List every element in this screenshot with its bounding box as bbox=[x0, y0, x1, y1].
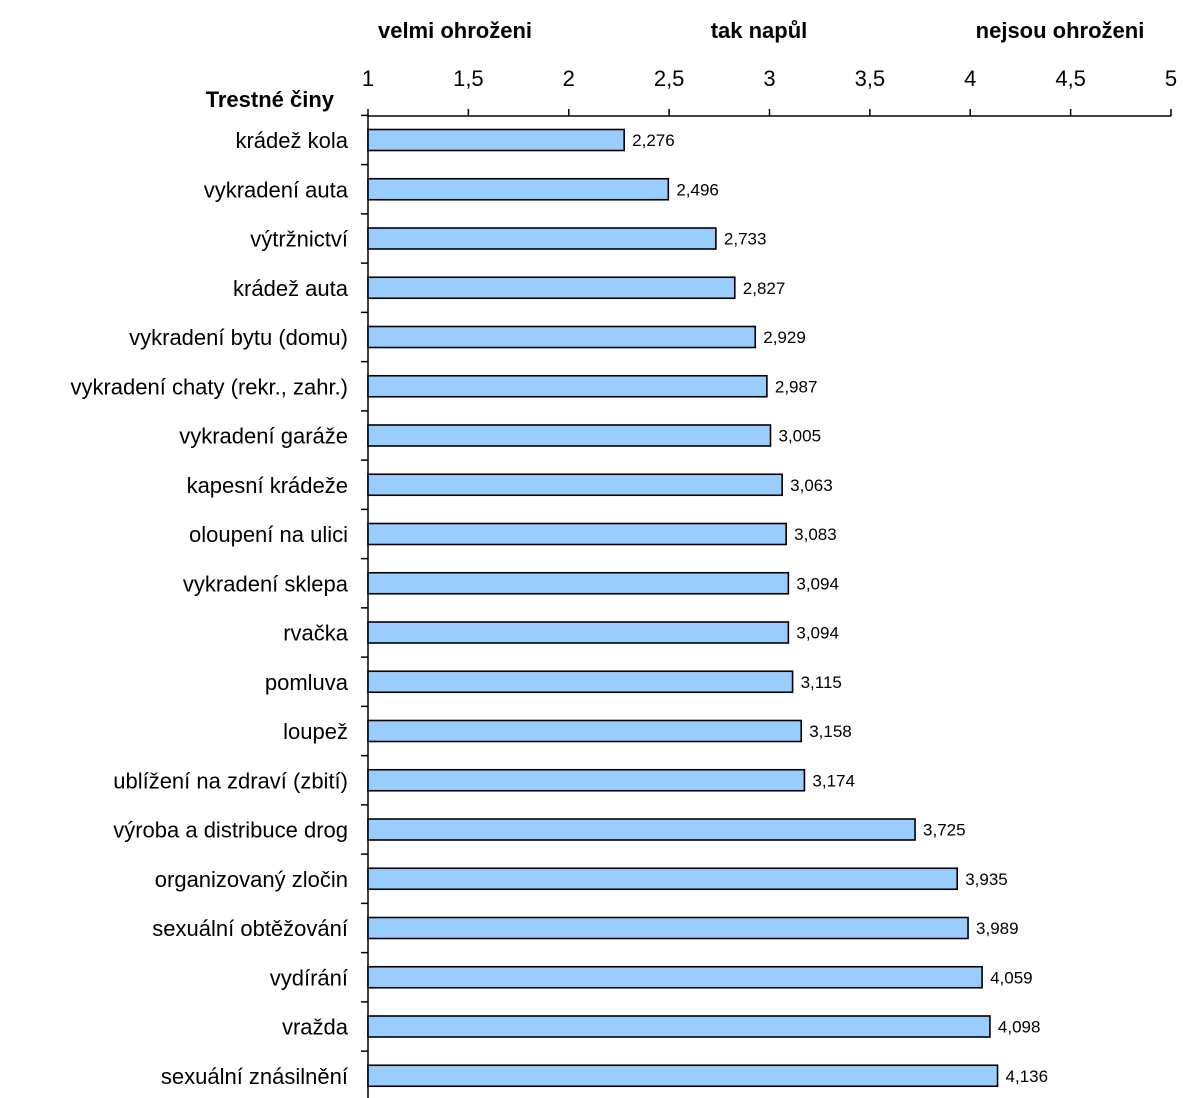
bar bbox=[368, 425, 771, 446]
category-label: vykradení bytu (domu) bbox=[129, 325, 348, 350]
bar bbox=[368, 277, 735, 298]
bars: 2,276 2,496 2,733 2,827 2,929 2,987 3,005 3,063… bbox=[368, 130, 1048, 1087]
value-label: 3,115 bbox=[801, 673, 842, 692]
scale-label-low: velmi ohroženi bbox=[378, 18, 532, 43]
category-label: krádež auta bbox=[233, 276, 349, 301]
bar bbox=[368, 524, 786, 545]
bar bbox=[368, 376, 767, 397]
bar bbox=[368, 1065, 998, 1086]
x-tick-label: 1,5 bbox=[453, 66, 484, 91]
x-tick-label: 3 bbox=[763, 66, 775, 91]
value-label: 2,987 bbox=[775, 377, 818, 396]
x-tick-label: 4,5 bbox=[1055, 66, 1086, 91]
bar bbox=[368, 721, 801, 742]
value-label: 3,094 bbox=[796, 574, 839, 593]
category-label: oloupení na ulici bbox=[189, 522, 348, 547]
bar bbox=[368, 671, 793, 692]
value-label: 2,929 bbox=[763, 328, 806, 347]
value-label: 3,989 bbox=[976, 919, 1019, 938]
category-label: sexuální obtěžování bbox=[152, 916, 348, 941]
value-label: 3,935 bbox=[965, 870, 1008, 889]
y-axis: krádež kola vykradení auta výtržnictví krád… bbox=[70, 115, 368, 1098]
category-label: výroba a distribuce drog bbox=[113, 818, 348, 843]
value-label: 3,063 bbox=[790, 476, 833, 495]
bar bbox=[368, 868, 957, 889]
value-label: 2,733 bbox=[724, 230, 767, 249]
value-label: 4,059 bbox=[990, 968, 1033, 987]
category-label: krádež kola bbox=[235, 128, 348, 153]
category-label: sexuální znásilnění bbox=[161, 1064, 348, 1089]
category-label: vražda bbox=[282, 1015, 349, 1040]
value-label: 2,276 bbox=[632, 131, 675, 150]
bar bbox=[368, 474, 782, 495]
category-label: pomluva bbox=[265, 670, 349, 695]
bar bbox=[368, 573, 788, 594]
value-label: 2,827 bbox=[743, 279, 786, 298]
category-label: vykradení auta bbox=[204, 177, 349, 202]
category-label: rvačka bbox=[283, 621, 349, 646]
bar bbox=[368, 819, 915, 840]
bar bbox=[368, 228, 716, 249]
bar bbox=[368, 967, 982, 988]
bar bbox=[368, 327, 755, 348]
category-label: organizovaný zločin bbox=[155, 867, 348, 892]
scale-labels: velmi ohroženi tak napůl nejsou ohroženi bbox=[378, 18, 1144, 43]
bar bbox=[368, 918, 968, 939]
category-label: vykradení garáže bbox=[179, 424, 348, 449]
bar bbox=[368, 130, 624, 151]
value-label: 4,136 bbox=[1006, 1067, 1049, 1086]
category-label: výtržnictví bbox=[250, 227, 348, 252]
bar bbox=[368, 770, 804, 791]
scale-label-mid: tak napůl bbox=[711, 18, 808, 43]
bar bbox=[368, 179, 668, 200]
value-label: 3,158 bbox=[809, 722, 852, 741]
value-label: 3,725 bbox=[923, 821, 966, 840]
category-label: vydírání bbox=[270, 965, 348, 990]
x-tick-label: 5 bbox=[1165, 66, 1177, 91]
category-label: loupež bbox=[283, 719, 348, 744]
value-label: 3,083 bbox=[794, 525, 837, 544]
scale-label-high: nejsou ohroženi bbox=[976, 18, 1145, 43]
bar bbox=[368, 1016, 990, 1037]
y-axis-title: Trestné činy bbox=[206, 87, 335, 112]
value-label: 3,005 bbox=[779, 427, 822, 446]
value-label: 2,496 bbox=[676, 180, 719, 199]
bar bbox=[368, 622, 788, 643]
value-label: 4,098 bbox=[998, 1018, 1041, 1037]
category-label: kapesní krádeže bbox=[187, 473, 348, 498]
x-tick-label: 2 bbox=[563, 66, 575, 91]
category-label: ublížení na zdraví (zbití) bbox=[113, 768, 348, 793]
category-label: vykradení chaty (rekr., zahr.) bbox=[70, 374, 348, 399]
x-axis: 1 1,5 2 2,5 3 3,5 4 4,5 5 bbox=[362, 66, 1177, 116]
value-label: 3,094 bbox=[796, 624, 839, 643]
x-tick-label: 1 bbox=[362, 66, 374, 91]
x-tick-label: 3,5 bbox=[855, 66, 886, 91]
category-label: vykradení sklepa bbox=[183, 571, 349, 596]
value-label: 3,174 bbox=[812, 771, 855, 790]
x-tick-label: 2,5 bbox=[654, 66, 685, 91]
x-tick-label: 4 bbox=[964, 66, 976, 91]
